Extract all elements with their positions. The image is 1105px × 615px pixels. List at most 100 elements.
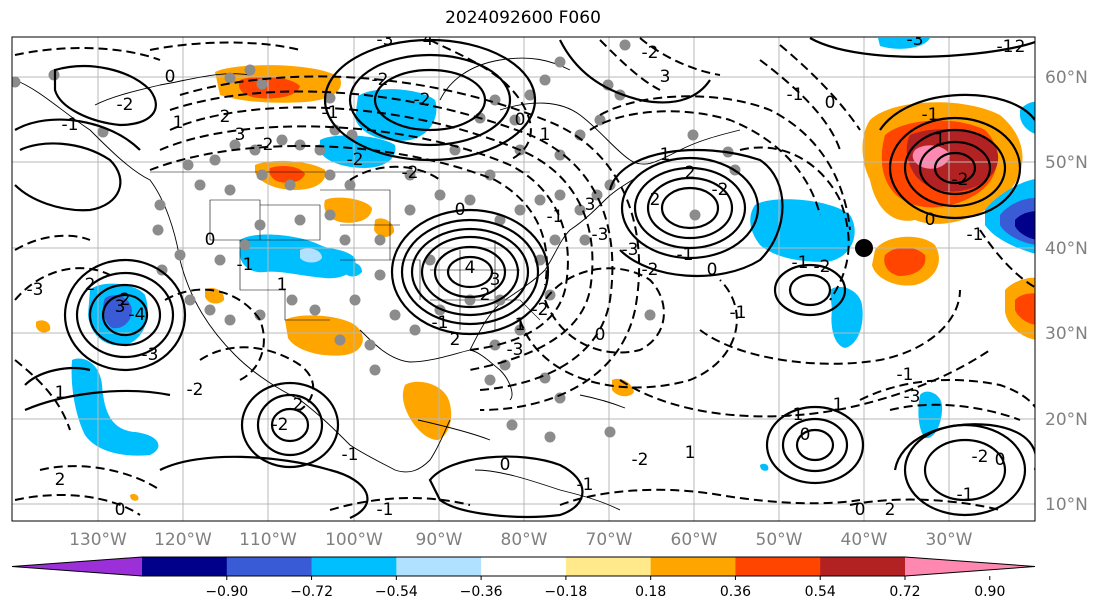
contour-label: -2: [187, 380, 204, 400]
contour-label: -1: [377, 500, 394, 520]
political-borders: [150, 171, 541, 330]
station-dot: [514, 204, 526, 216]
contour-label: -3: [142, 345, 159, 365]
contour-label: -2: [117, 95, 134, 115]
colorbar-segment: [650, 557, 736, 576]
contour-label: 0: [825, 93, 836, 113]
station-dot: [579, 234, 591, 246]
contour-label: 0: [115, 500, 126, 520]
station-dot: [214, 254, 226, 266]
station-dot: [619, 39, 631, 51]
dashed-contours: [14, 37, 1035, 516]
latitude-label: 30°N: [1045, 324, 1088, 344]
shade-small-blue2: [760, 463, 769, 471]
colorbar: −0.90 −0.72 −0.54 −0.36 −0.18 0.18 0.36 0.54 0.7…: [11, 556, 1036, 600]
contour-label: -3: [377, 30, 394, 50]
station-dot: [224, 72, 236, 84]
contour-label: -1: [342, 445, 359, 465]
contour-labels: -3 -4 -3-20-101-2-2-1 1 23-1-2-2-20 -112-223-…: [27, 30, 1026, 520]
contour-label: -1: [787, 405, 804, 425]
shade-baja-orange: [36, 320, 51, 333]
shade-top-blue: [878, 38, 930, 49]
station-dot: [544, 431, 556, 443]
contour-label: 2: [120, 290, 131, 310]
colorbar-tick-label: −0.54: [375, 584, 418, 600]
station-dot: [244, 64, 256, 76]
station-dot: [286, 294, 298, 306]
shade-rockies-blue: [239, 234, 356, 279]
contour-label: 0: [800, 425, 811, 445]
contour-label: -4: [417, 30, 434, 50]
longitude-label: 50°W: [756, 530, 803, 550]
contour-label: 3: [660, 67, 671, 87]
station-dot: [184, 294, 196, 306]
contour-label: -2: [402, 163, 419, 183]
station-dot: [194, 179, 206, 191]
contour-label: 2: [885, 500, 896, 520]
contour-label: 2: [55, 470, 66, 490]
contour-label: 0: [707, 260, 718, 280]
longitude-label: 90°W: [416, 530, 463, 550]
contour-label: -1: [577, 475, 594, 495]
station-dot: [224, 184, 236, 196]
colorbar-segment: [481, 557, 567, 576]
contour-label: 1: [935, 130, 946, 150]
station-dot: [254, 219, 266, 231]
colorbar-segment: [820, 557, 906, 576]
colorbar-outline: [11, 556, 1036, 577]
station-dot: [152, 224, 164, 236]
shade-pac-darkblue: [103, 295, 132, 329]
shade-azores-red: [884, 247, 926, 276]
colorbar-segment: [311, 557, 397, 576]
station-dot: [324, 209, 336, 221]
contour-label: -1: [957, 485, 974, 505]
contour-label: -2: [257, 135, 274, 155]
contour-label: 3: [235, 125, 246, 145]
longitude-labels: 130°W 120°W 110°W 100°W 90°W 80°W 70°W 60°W 50°W…: [69, 530, 973, 550]
contour-label: -1: [62, 115, 79, 135]
station-dot: [554, 189, 566, 201]
contour-label: 2: [1015, 37, 1026, 57]
colorbar-tick-label: 0.36: [720, 584, 751, 600]
longitude-label: 110°W: [239, 530, 297, 550]
contour-label: -2: [642, 43, 659, 63]
contour-label: -3: [27, 280, 44, 300]
station-dot: [174, 249, 186, 261]
station-dot: [154, 199, 166, 211]
station-dot: [224, 314, 236, 326]
contour-label: 2: [450, 330, 461, 350]
contour-label: -1: [897, 365, 914, 385]
station-dot: [404, 204, 416, 216]
contour-label: -1: [322, 103, 339, 123]
contour-label: 1: [833, 395, 844, 415]
contour-label: 2: [480, 285, 491, 305]
coastlines: [14, 57, 741, 511]
colorbar-tick-label: 0.18: [635, 584, 666, 600]
station-dot: [509, 114, 521, 126]
contour-label: 0: [205, 230, 216, 250]
contour-label: -2: [642, 260, 659, 280]
colorbar-min-extend: [12, 557, 142, 576]
contour-label: -2: [272, 415, 289, 435]
contour-label: -1: [997, 37, 1014, 57]
shade-atlantic-pink: [912, 145, 950, 169]
station-dot: [604, 426, 616, 438]
shade-midatl-blue: [750, 199, 855, 262]
shade-atlantic-darkred: [906, 129, 999, 192]
station-dot: [534, 194, 546, 206]
contour-label: 1: [55, 383, 66, 403]
contour-label: -3: [507, 340, 524, 360]
contour-label: 0: [500, 455, 511, 475]
station-dot: [182, 159, 194, 171]
colorbar-tick-label: −0.90: [205, 584, 248, 600]
contour-label: 1: [660, 145, 671, 165]
contour-label: -2: [972, 447, 989, 467]
colorbar-segment: [142, 557, 228, 576]
station-dot: [524, 89, 536, 101]
shade-gl-small-orange: [374, 218, 395, 238]
latitude-label: 20°N: [1045, 410, 1088, 430]
station-dot: [364, 339, 376, 351]
colorbar-tick-label: 0.90: [974, 584, 1005, 600]
station-dot: [284, 179, 296, 191]
station-dot: [374, 234, 386, 246]
